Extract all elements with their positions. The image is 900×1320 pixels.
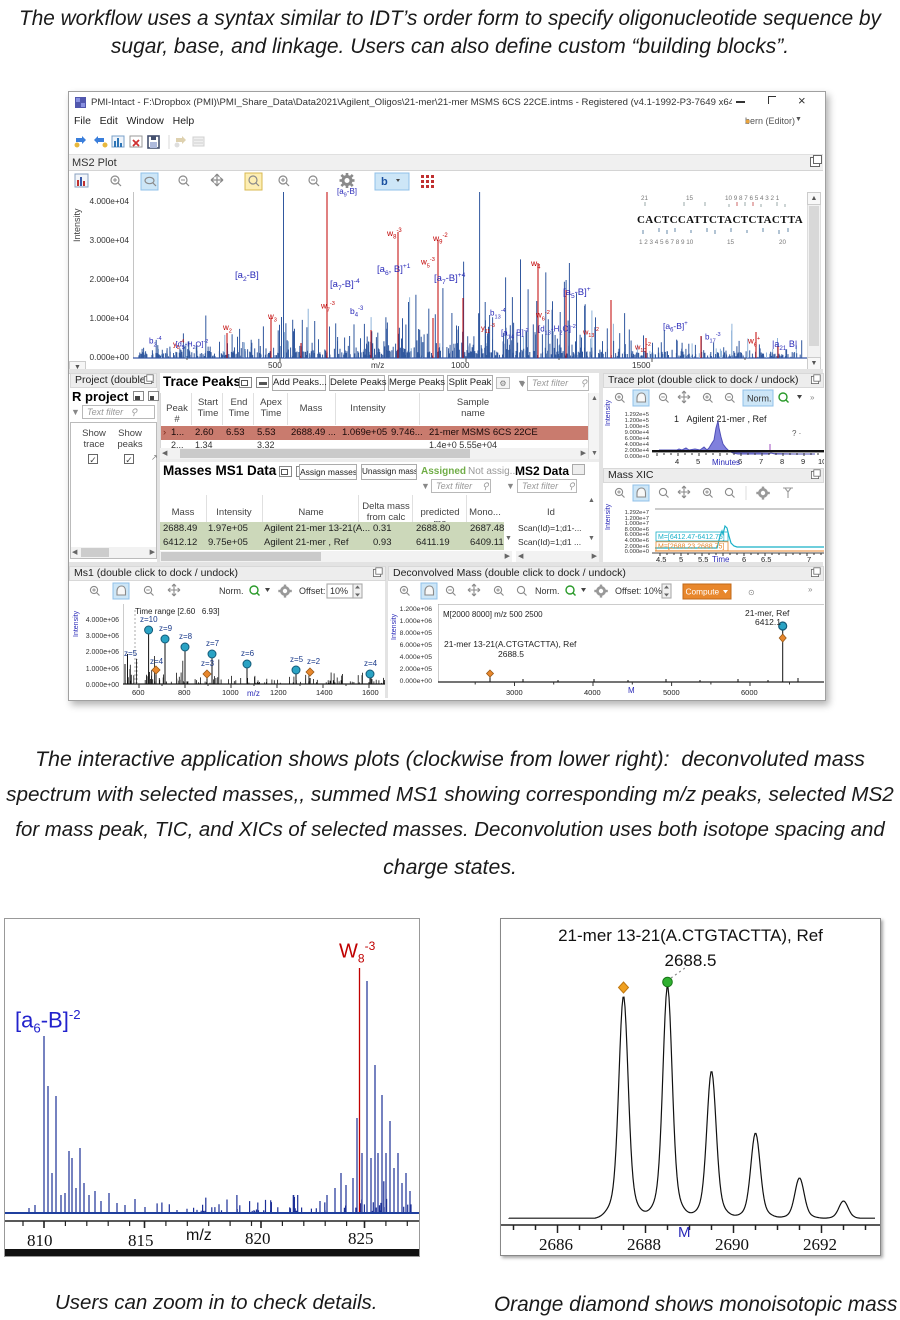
svg-text:z=10: z=10 — [140, 615, 158, 624]
svg-text:10: 10 — [818, 457, 824, 466]
svg-text:Compute: Compute — [686, 587, 720, 597]
svg-text:M=[2688.23 2688.75]: M=[2688.23 2688.75] — [658, 544, 724, 551]
svg-text:2688: 2688 — [627, 1235, 661, 1254]
svg-text:CACTCCATTCTACTCTACTTA: CACTCCATTCTACTCTACTTA — [637, 214, 803, 226]
svg-text:z=4: z=4 — [150, 657, 164, 666]
svg-text:1000: 1000 — [222, 688, 239, 697]
svg-text:Offset: 10%: Offset: 10% — [615, 586, 662, 596]
svg-text:Norm.: Norm. — [219, 586, 244, 596]
svg-text:1 2 3 4 5 6 7 8 9 10: 1 2 3 4 5 6 7 8 9 10 — [639, 239, 694, 246]
svg-text:z=8: z=8 — [179, 632, 193, 641]
svg-text:6000: 6000 — [741, 688, 758, 697]
svg-text:7: 7 — [807, 555, 811, 562]
svg-text:10 9 8 7 6 5 4 3 2 1: 10 9 8 7 6 5 4 3 2 1 — [725, 195, 780, 202]
svg-text:8: 8 — [780, 457, 784, 466]
svg-text:M: M — [678, 1224, 691, 1241]
svg-text:m/z: m/z — [186, 1227, 212, 1244]
svg-text:z=5: z=5 — [290, 655, 304, 664]
svg-text:7: 7 — [759, 457, 763, 466]
svg-text:1600: 1600 — [362, 688, 379, 697]
svg-text:z=6: z=6 — [241, 649, 255, 658]
svg-text:1200: 1200 — [270, 688, 287, 697]
svg-text:Norm.: Norm. — [747, 394, 772, 404]
svg-text:M: M — [628, 686, 635, 695]
svg-text:5000: 5000 — [663, 688, 680, 697]
svg-text:600: 600 — [132, 688, 145, 697]
svg-text:15: 15 — [727, 239, 735, 246]
svg-text:10%: 10% — [330, 586, 348, 596]
svg-text:20: 20 — [779, 239, 787, 246]
svg-text:6412.1: 6412.1 — [755, 617, 781, 627]
svg-text:815: 815 — [128, 1231, 154, 1250]
svg-text:2690: 2690 — [715, 1235, 749, 1254]
svg-text:6: 6 — [742, 555, 746, 562]
svg-text:800: 800 — [178, 688, 191, 697]
svg-text:21: 21 — [641, 195, 649, 202]
svg-text:3000: 3000 — [506, 688, 523, 697]
svg-text:Time range [2.60 6.93]: Time range [2.60 6.93] — [135, 607, 220, 616]
svg-text:825: 825 — [348, 1229, 374, 1248]
svg-text:? ·: ? · — [792, 429, 801, 438]
svg-text:15: 15 — [686, 195, 694, 202]
svg-text:Time: Time — [712, 555, 730, 562]
svg-text:6.5: 6.5 — [761, 555, 771, 562]
svg-text:820: 820 — [245, 1229, 271, 1248]
svg-text:»: » — [810, 393, 815, 402]
svg-text:21-mer, Ref: 21-mer, Ref — [745, 608, 790, 618]
svg-text:810: 810 — [27, 1231, 53, 1250]
svg-text:2692: 2692 — [803, 1235, 837, 1254]
svg-text:Norm.: Norm. — [535, 586, 560, 596]
svg-text:M[2000 8000] m/z 500 2500: M[2000 8000] m/z 500 2500 — [443, 610, 543, 619]
svg-text:4: 4 — [675, 457, 679, 466]
svg-text:M=[6412.47-6412.75]: M=[6412.47-6412.75] — [658, 534, 725, 541]
svg-text:6: 6 — [738, 457, 742, 466]
svg-text:4.5: 4.5 — [656, 555, 666, 562]
svg-text:⊙: ⊙ — [748, 588, 755, 597]
svg-text:Minutes: Minutes — [712, 458, 740, 466]
svg-text:4000: 4000 — [584, 688, 601, 697]
svg-text:m/z: m/z — [247, 689, 260, 698]
svg-text:z=7: z=7 — [206, 639, 220, 648]
svg-text:Offset:: Offset: — [299, 586, 325, 596]
svg-text:»: » — [808, 585, 813, 594]
svg-text:5: 5 — [679, 555, 683, 562]
svg-text:z=2: z=2 — [307, 657, 321, 666]
svg-text:z=3: z=3 — [201, 659, 215, 668]
svg-text:1400: 1400 — [316, 688, 333, 697]
svg-text:z=5: z=5 — [124, 649, 138, 658]
svg-text:z=9: z=9 — [159, 624, 173, 633]
svg-text:z=4: z=4 — [364, 659, 378, 668]
svg-text:2686: 2686 — [539, 1235, 573, 1254]
svg-text:5: 5 — [696, 457, 700, 466]
svg-text:2688.5: 2688.5 — [498, 649, 524, 659]
svg-text:9: 9 — [801, 457, 805, 466]
svg-text:1 Agilent 21-mer , Ref: 1 Agilent 21-mer , Ref — [674, 414, 767, 424]
svg-text:5.5: 5.5 — [698, 555, 708, 562]
svg-text:b: b — [381, 176, 388, 188]
svg-text:21-mer 13-21(A.CTGTACTTA), Ref: 21-mer 13-21(A.CTGTACTTA), Ref — [444, 639, 577, 649]
